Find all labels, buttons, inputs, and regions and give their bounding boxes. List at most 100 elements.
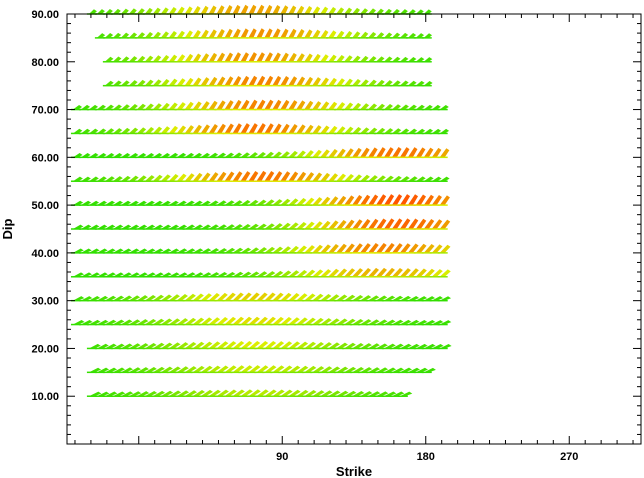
mechanism-glyph [214, 76, 226, 87]
mechanism-glyph [437, 104, 449, 111]
mechanism-glyph [262, 4, 273, 15]
mechanism-glyph [334, 7, 345, 15]
mechanism-glyph [102, 56, 114, 63]
y-tick-label: 30.00 [31, 296, 59, 308]
y-tick-label: 40.00 [31, 248, 59, 260]
plot-frame [66, 13, 642, 445]
mechanism-glyph [357, 8, 368, 15]
mechanism-glyph [142, 7, 153, 15]
mechanism-glyph [350, 31, 361, 39]
mechanism-glyph [350, 7, 360, 15]
mechanism-glyph [302, 6, 313, 15]
mechanism-glyph [421, 33, 433, 39]
mechanism-glyph [230, 28, 241, 39]
mechanism-glyph [278, 5, 289, 15]
mechanism-glyph [222, 52, 233, 63]
mechanism-glyph [150, 7, 161, 15]
mechanism-glyph [230, 4, 241, 15]
mechanism-glyph [206, 52, 218, 63]
y-tick-label: 50.00 [31, 200, 59, 212]
mechanism-glyph [166, 7, 177, 15]
mechanism-glyph [421, 367, 436, 374]
mechanism-glyph [437, 195, 450, 206]
x-tick-label: 270 [560, 451, 578, 463]
y-tick-label: 70.00 [31, 105, 59, 117]
mechanism-glyph [262, 28, 273, 39]
mechanism-glyph [222, 5, 233, 15]
x-tick-label: 180 [417, 451, 435, 463]
mechanism-glyph [373, 32, 385, 39]
mechanism-glyph [350, 55, 361, 63]
mechanism-glyph [190, 53, 202, 63]
mechanism-glyph [326, 7, 337, 15]
mechanism-glyph [437, 296, 452, 302]
mechanism-glyph [214, 5, 225, 15]
mechanism-glyph [214, 29, 225, 39]
mechanism-glyph [174, 30, 185, 39]
mechanism-glyph [246, 4, 257, 15]
mechanism-glyph [206, 5, 217, 15]
mechanism-glyph [254, 28, 265, 39]
mechanism-glyph [166, 31, 177, 39]
mechanism-glyph [174, 6, 185, 15]
mechanism-glyph [198, 53, 210, 63]
mechanism-glyph [222, 28, 233, 39]
mechanism-glyph [365, 8, 376, 15]
focal-mechanism-glyphs [70, 4, 452, 397]
mechanism-glyph [437, 128, 450, 135]
mechanism-glyph [182, 30, 193, 39]
mechanism-glyph [198, 5, 209, 15]
mechanism-glyph [357, 55, 369, 63]
mechanism-glyph [182, 6, 193, 15]
mechanism-glyph [437, 148, 450, 159]
mechanism-glyph [270, 5, 281, 15]
mechanism-glyph [230, 52, 241, 63]
mechanism-glyph [437, 320, 452, 326]
mechanism-glyph [381, 8, 392, 15]
y-tick-label: 20.00 [31, 343, 59, 355]
mechanism-glyph [389, 8, 400, 15]
mechanism-glyph [342, 55, 353, 63]
mechanism-glyph [357, 31, 369, 39]
mechanism-glyph [294, 5, 305, 15]
mechanism-glyph [198, 29, 209, 39]
mechanism-glyph [238, 4, 249, 15]
mechanism-glyph [134, 8, 145, 15]
y-tick-label: 80.00 [31, 57, 59, 69]
mechanism-glyph [365, 31, 377, 39]
mechanism-glyph [222, 76, 234, 87]
mechanism-glyph [373, 8, 384, 15]
mechanism-glyph [397, 391, 413, 397]
mechanism-glyph [389, 32, 401, 39]
mechanism-glyph [214, 52, 226, 63]
mechanism-glyph [158, 7, 169, 15]
mechanism-glyph [437, 176, 450, 182]
axis-ticks: 10.00 20.00 30.00 40.00 50.00 60.00 70.00 80.00… [31, 9, 641, 463]
x-tick-label: 90 [276, 451, 288, 463]
mechanism-glyph [421, 57, 433, 63]
mechanism-glyph [190, 30, 201, 39]
mechanism-glyph [326, 30, 337, 39]
mechanism-glyph [246, 28, 257, 39]
mechanism-glyph [182, 53, 194, 63]
y-tick-label: 60.00 [31, 152, 59, 164]
mechanism-glyph [437, 269, 451, 278]
mechanism-glyph [437, 244, 451, 254]
mechanism-glyph [310, 6, 321, 15]
mechanism-glyph [437, 344, 452, 350]
y-axis-label: Dip [0, 218, 15, 239]
y-tick-label: 90.00 [31, 9, 59, 21]
x-axis-label: Strike [336, 464, 372, 478]
mechanism-glyph [254, 4, 265, 15]
mechanism-glyph [190, 6, 201, 15]
y-tick-label: 10.00 [31, 391, 59, 403]
mechanism-glyph [421, 80, 433, 87]
mechanism-glyph [238, 28, 249, 39]
mechanism-glyph [342, 31, 353, 39]
mechanism-glyph [286, 5, 297, 15]
mechanism-glyph [318, 6, 329, 15]
mechanism-glyph [342, 7, 353, 15]
mechanism-glyph [437, 219, 451, 230]
mechanism-glyph [206, 29, 217, 39]
